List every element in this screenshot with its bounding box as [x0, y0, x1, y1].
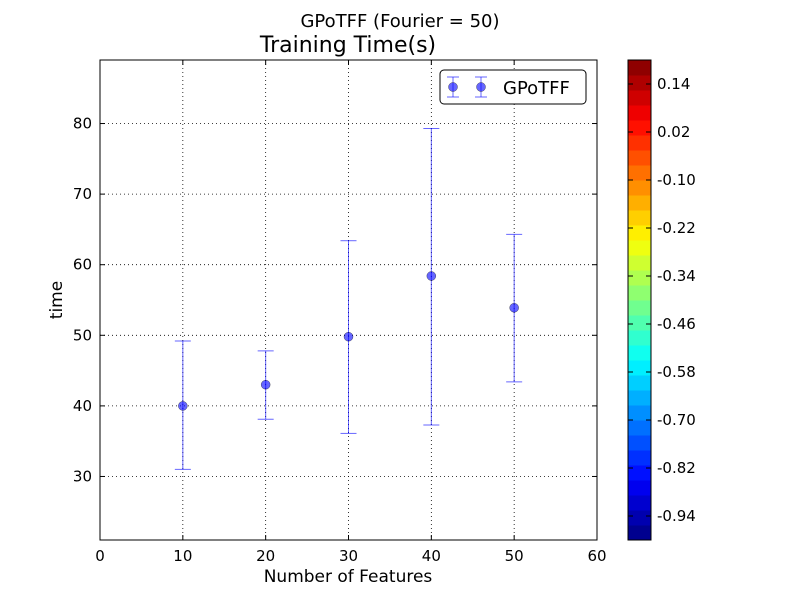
legend-marker: [476, 82, 486, 92]
y-tick-label: 80: [73, 115, 92, 133]
x-tick-label: 40: [422, 547, 441, 565]
y-tick-label: 30: [73, 467, 92, 485]
x-tick-label: 30: [339, 547, 358, 565]
series-layer: [174, 127, 523, 470]
chart-title: Training Time(s): [259, 33, 436, 58]
colorbar-band: [628, 285, 651, 301]
data-point: [178, 401, 188, 411]
legend-label: GPoTFF: [503, 78, 570, 99]
colorbar-band: [628, 120, 651, 136]
legend-frame: [439, 69, 587, 105]
data-point: [426, 271, 437, 281]
colorbar-band: [628, 210, 651, 226]
y-axis-label: time: [47, 281, 67, 319]
y-tick-label: 70: [73, 185, 92, 203]
y-tick-label: 60: [73, 256, 92, 274]
colorbar-band: [628, 345, 651, 361]
colorbar-band: [628, 465, 651, 481]
colorbar-band: [628, 390, 651, 406]
x-tick-label: 10: [173, 547, 192, 565]
colorbar-band: [628, 450, 651, 466]
x-tick-label: 20: [256, 547, 275, 565]
colorbar-tick-label: 0.02: [657, 123, 690, 141]
colorbar-ticks: 0.14 0.02 -0.10 -0.22 -0.34 -0.46 -0.58 -0.70 -0…: [628, 75, 696, 525]
colorbar-frame: [627, 59, 652, 541]
colorbar-band: [628, 360, 651, 376]
data-point: [509, 303, 519, 313]
colorbar-tick-label: 0.14: [657, 75, 690, 93]
colorbar-band: [628, 60, 651, 76]
y-tick-label: 50: [73, 326, 92, 344]
colorbar-band: [628, 240, 651, 256]
figure-suptitle: GPoTFF (Fourier = 50): [300, 11, 499, 32]
colorbar-band: [628, 375, 651, 391]
plot-area: 0 10 20 30 40 50 60 30 40 50 60 70 80: [73, 59, 607, 565]
colorbar-band: [628, 330, 651, 346]
colorbar-band: [628, 165, 651, 181]
x-tick-label: 60: [587, 547, 606, 565]
data-point: [260, 379, 271, 390]
colorbar-band: [628, 150, 651, 166]
y-tick-label: 40: [73, 397, 92, 415]
colorbar-band: [628, 495, 651, 511]
colorbar-band: [628, 300, 651, 316]
colorbar-band: [628, 75, 651, 91]
legend: GPoTFF: [439, 69, 587, 105]
colorbar-band: [628, 135, 651, 151]
colorbar-band: [628, 225, 651, 241]
colorbar-band: [628, 405, 651, 421]
colorbar-tick-label: -0.94: [657, 507, 696, 525]
colorbar-tick-label: -0.46: [657, 315, 696, 333]
colorbar-tick-label: -0.10: [657, 171, 696, 189]
colorbar-band: [628, 480, 651, 496]
colorbar-band: [628, 180, 651, 196]
colorbar-band: [628, 435, 651, 451]
colorbar-bands: [628, 60, 651, 541]
x-axis-label: Number of Features: [264, 567, 433, 587]
colorbar-band: [628, 315, 651, 331]
data-point: [343, 331, 354, 342]
colorbar-tick-label: -0.22: [657, 219, 696, 237]
colorbar-tick-label: -0.34: [657, 267, 696, 285]
colorbar-band: [628, 420, 651, 436]
colorbar: 0.14 0.02 -0.10 -0.22 -0.34 -0.46 -0.58 -0.70 -0…: [627, 59, 696, 541]
colorbar-tick-label: -0.70: [657, 411, 696, 429]
legend-marker: [448, 82, 458, 92]
colorbar-band: [628, 195, 651, 211]
y-axis: 30 40 50 60 70 80: [73, 115, 597, 485]
legend-markers: [447, 76, 487, 98]
colorbar-band: [628, 105, 651, 121]
colorbar-band: [628, 255, 651, 271]
x-tick-label: 0: [95, 547, 105, 565]
colorbar-band: [628, 510, 651, 526]
x-axis: 0 10 20 30 40 50 60: [95, 60, 607, 565]
colorbar-tick-label: -0.58: [657, 363, 696, 381]
colorbar-band: [628, 525, 651, 541]
colorbar-band: [628, 270, 651, 286]
colorbar-band: [628, 90, 651, 106]
x-tick-label: 50: [505, 547, 524, 565]
colorbar-tick-label: -0.82: [657, 459, 696, 477]
